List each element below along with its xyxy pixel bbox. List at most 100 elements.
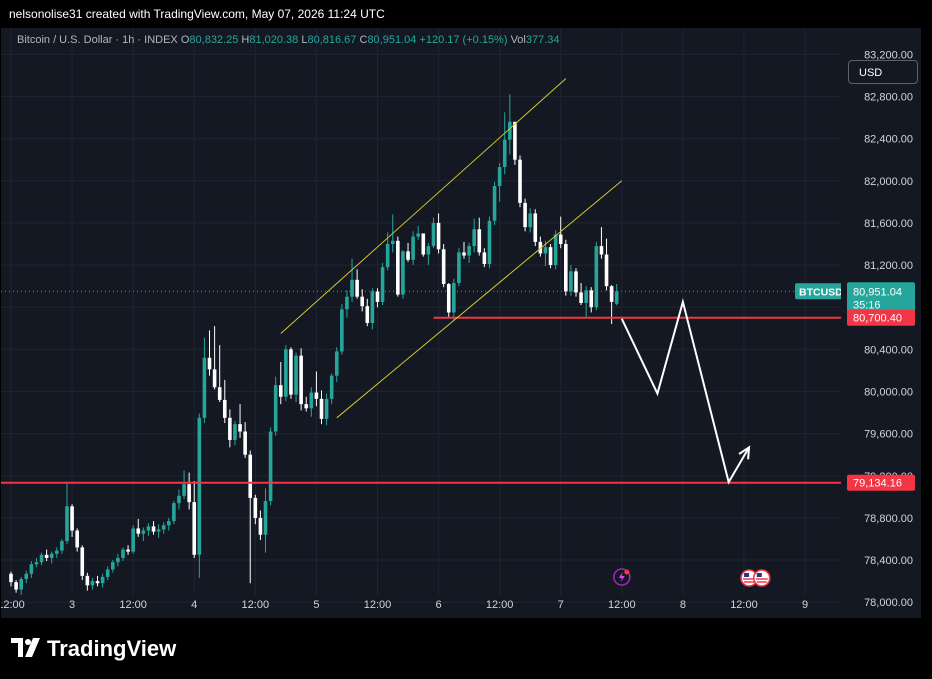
candle-body: [584, 290, 588, 303]
candle-body: [29, 564, 34, 574]
candle-series: [9, 94, 619, 595]
price-tick-label: 81,200.00: [864, 260, 913, 272]
candle-body: [141, 530, 146, 534]
candle-body: [426, 246, 431, 255]
candle-body: [253, 497, 258, 518]
candle-body: [299, 355, 303, 405]
price-tick-label: 82,400.00: [864, 134, 913, 146]
candle-body: [248, 454, 253, 498]
candle-body: [614, 291, 619, 304]
candle-body: [431, 222, 436, 247]
candle-body: [589, 290, 594, 308]
candle-body: [228, 417, 232, 440]
legend-symbol: Bitcoin / U.S. Dollar · 1h · INDEX: [17, 34, 178, 46]
candle-body: [34, 562, 39, 565]
candle-body: [457, 252, 461, 283]
candle-body: [406, 251, 410, 260]
candle-body: [508, 121, 512, 140]
candle-body: [360, 296, 365, 307]
candle-body: [543, 247, 548, 254]
ascending-channel: [280, 78, 623, 419]
candle-body: [187, 484, 191, 503]
candle-body: [553, 234, 558, 266]
price-tick-label: 82,800.00: [864, 91, 913, 103]
candle-body: [467, 246, 471, 256]
price-tick-label: 82,000.00: [864, 176, 913, 188]
candle-body: [268, 431, 273, 502]
legend-close-label: C: [359, 34, 368, 46]
legend-low-label: L: [301, 34, 308, 46]
legend-change: +120.17 (+0.15%): [419, 34, 508, 46]
candle-body: [60, 541, 64, 551]
candle-body: [39, 554, 44, 563]
candle-body: [55, 550, 59, 554]
candle-body: [441, 249, 446, 285]
candle-body: [314, 392, 319, 399]
time-axis: 12:00 3 12:00 4 12:00 5 12:00 6 12:00 7 12:00 8 12:0…: [1, 599, 808, 611]
candle-body: [9, 573, 13, 583]
candle-body: [263, 501, 268, 535]
candle-body: [202, 357, 207, 418]
flag-canton: [756, 573, 762, 577]
candle-body: [44, 554, 49, 558]
time-tick-label: 12:00: [242, 599, 270, 611]
time-tick-label: 6: [435, 599, 441, 611]
candle-body: [136, 528, 141, 534]
price-tick-label: 81,600.00: [864, 218, 913, 230]
candle-body: [100, 576, 105, 584]
price-tick-label: 80,000.00: [864, 386, 913, 398]
candle-body: [156, 529, 161, 532]
candle-body: [324, 398, 329, 419]
price-tick-label: 83,200.00: [864, 49, 913, 61]
time-tick-label: 3: [69, 599, 75, 611]
price-tick-label: 78,000.00: [864, 597, 913, 609]
currency-button[interactable]: USD: [848, 60, 918, 84]
price-tick-label: 79,600.00: [864, 429, 913, 441]
time-tick-label: 12:00: [608, 599, 636, 611]
candle-body: [126, 549, 130, 552]
event-alert-dot: [624, 569, 630, 575]
price-plot[interactable]: 12:00 3 12:00 4 12:00 5 12:00 6 12:00 7 12:00 8 12:0…: [1, 28, 841, 618]
candle-body: [304, 404, 309, 409]
candle-body: [390, 240, 395, 244]
last-price-tag: [847, 282, 915, 313]
time-tick-label: 12:00: [730, 599, 758, 611]
candle-body: [492, 186, 497, 221]
channel-line: [280, 78, 567, 334]
time-tick-label: 9: [802, 599, 808, 611]
candle-body: [375, 291, 380, 302]
lower-level-tag: [847, 474, 915, 491]
candle-body: [319, 398, 324, 419]
candle-body: [14, 582, 18, 590]
top-bar: nelsonolise31 created with TradingView.c…: [0, 0, 932, 28]
upper-level-value: 80,700.40: [853, 313, 902, 325]
bar-countdown: 35:16: [853, 299, 881, 311]
tradingview-brand: TradingView: [47, 636, 177, 661]
candle-body: [380, 267, 385, 302]
candle-body: [370, 291, 375, 323]
candle-body: [533, 213, 538, 242]
candle-body: [446, 284, 451, 313]
price-tick-label: 78,800.00: [864, 513, 913, 525]
chart-credit: nelsonolise31 created with TradingView.c…: [9, 7, 385, 21]
candle-body: [345, 296, 349, 310]
candle-body: [574, 271, 578, 293]
candle-body: [278, 385, 283, 397]
candle-body: [365, 306, 370, 323]
candle-body: [19, 579, 23, 590]
price-axis[interactable]: 78,000.0078,400.0078,800.0079,200.0079,6…: [841, 28, 921, 618]
candle-body: [85, 575, 90, 586]
legend-volume: 377.34: [525, 34, 560, 46]
candle-body: [197, 417, 202, 555]
candle-body: [355, 279, 359, 297]
price-tick-label: 80,400.00: [864, 344, 913, 356]
chart-panel[interactable]: 12:00 3 12:00 4 12:00 5 12:00 6 12:00 7 12:00 8 12:0…: [1, 28, 921, 618]
candle-body: [121, 549, 125, 558]
candle-body: [238, 424, 242, 432]
candle-body: [70, 506, 74, 531]
candle-body: [95, 581, 100, 584]
legend-high: 81,020.38: [249, 34, 299, 46]
candle-body: [146, 526, 151, 531]
candle-body: [151, 526, 156, 532]
candle-body: [75, 530, 79, 548]
